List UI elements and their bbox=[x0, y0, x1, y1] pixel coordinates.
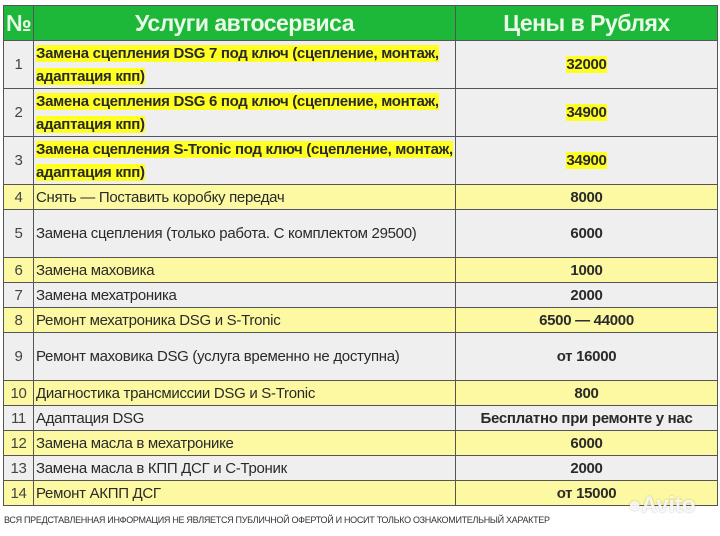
price-text: 2000 bbox=[570, 459, 603, 477]
row-price: 800 bbox=[455, 380, 718, 406]
row-number: 6 bbox=[3, 257, 34, 283]
row-service: Замена сцепления S-Tronic под ключ (сцеп… bbox=[33, 136, 456, 185]
row-service: Ремонт мехатроника DSG и S-Tronic bbox=[33, 307, 456, 333]
price-text: 2000 bbox=[570, 286, 603, 304]
price-text: 32000 bbox=[566, 56, 607, 73]
row-price: 34900 bbox=[455, 136, 718, 185]
row-price: 6500 — 44000 bbox=[455, 307, 718, 333]
table-row: 4 Снять — Поставить коробку передач 8000 bbox=[3, 184, 718, 210]
row-service: Снять — Поставить коробку передач bbox=[33, 184, 456, 210]
service-text: Замена сцепления S-Tronic под ключ (сцеп… bbox=[36, 140, 453, 181]
price-text: 8000 bbox=[570, 188, 603, 206]
row-number: 10 bbox=[3, 380, 34, 406]
header-num: № bbox=[3, 5, 34, 41]
table-row: 8 Ремонт мехатроника DSG и S-Tronic 6500 —… bbox=[3, 307, 718, 333]
row-number: 3 bbox=[3, 136, 34, 185]
row-number: 9 bbox=[3, 332, 34, 381]
price-text: Бесплатно при ремонте у нас bbox=[480, 409, 693, 427]
table-header: № Услуги автосервиса Цены в Рублях bbox=[3, 5, 718, 41]
price-text: 6000 bbox=[570, 225, 603, 242]
service-text: Замена сцепления (только работа. С компл… bbox=[36, 225, 417, 242]
row-number: 1 bbox=[3, 40, 34, 89]
service-text: Замена сцепления DSG 7 под ключ (сцеплен… bbox=[36, 44, 439, 85]
row-price: 6000 bbox=[455, 209, 718, 258]
table-row: 14 Ремонт АКПП ДСГ от 15000 bbox=[3, 480, 718, 506]
service-text: Диагностика трансмиссии DSG и S-Tronic bbox=[36, 384, 316, 402]
row-price: 1000 bbox=[455, 257, 718, 283]
service-text: Замена масла в мехатронике bbox=[36, 434, 234, 452]
table-row: 5 Замена сцепления (только работа. С комп… bbox=[3, 209, 718, 258]
row-number: 13 bbox=[3, 455, 34, 481]
row-number: 14 bbox=[3, 480, 34, 506]
price-text: 6500 — 44000 bbox=[539, 311, 634, 329]
table-row: 9 Ремонт маховика DSG (услуга временно не… bbox=[3, 332, 718, 381]
row-price: Бесплатно при ремонте у нас bbox=[455, 405, 718, 431]
row-service: Диагностика трансмиссии DSG и S-Tronic bbox=[33, 380, 456, 406]
service-text: Ремонт АКПП ДСГ bbox=[36, 484, 161, 502]
table-row: 7 Замена мехатроника 2000 bbox=[3, 282, 718, 308]
price-table: № Услуги автосервиса Цены в Рублях 1 Заме… bbox=[3, 5, 718, 506]
service-text: Снять — Поставить коробку передач bbox=[36, 188, 285, 206]
service-text: Ремонт маховика DSG (услуга временно не … bbox=[36, 348, 400, 365]
row-number: 12 bbox=[3, 430, 34, 456]
service-text: Замена мехатроника bbox=[36, 286, 177, 304]
price-text: 34900 bbox=[566, 152, 607, 169]
table-row: 2 Замена сцепления DSG 6 под ключ (сцепле… bbox=[3, 88, 718, 137]
price-text: 1000 bbox=[570, 261, 603, 279]
table-row: 6 Замена маховика 1000 bbox=[3, 257, 718, 283]
row-number: 2 bbox=[3, 88, 34, 137]
row-price: от 16000 bbox=[455, 332, 718, 381]
row-price: 8000 bbox=[455, 184, 718, 210]
row-service: Ремонт АКПП ДСГ bbox=[33, 480, 456, 506]
price-text: 800 bbox=[574, 384, 599, 402]
row-service: Замена масла в мехатронике bbox=[33, 430, 456, 456]
table-row: 1 Замена сцепления DSG 7 под ключ (сцепле… bbox=[3, 40, 718, 89]
row-number: 5 bbox=[3, 209, 34, 258]
avito-watermark: ●Avito bbox=[628, 492, 696, 517]
row-number: 8 bbox=[3, 307, 34, 333]
row-service: Замена масла в КПП ДСГ и С-Троник bbox=[33, 455, 456, 481]
table-row: 10 Диагностика трансмиссии DSG и S-Tronic… bbox=[3, 380, 718, 406]
service-text: Замена маховика bbox=[36, 261, 155, 279]
price-text: от 16000 bbox=[556, 348, 617, 365]
row-service: Адаптация DSG bbox=[33, 405, 456, 431]
row-price: 32000 bbox=[455, 40, 718, 89]
price-text: 34900 bbox=[566, 104, 607, 121]
row-price: 34900 bbox=[455, 88, 718, 137]
row-number: 7 bbox=[3, 282, 34, 308]
row-service: Замена сцепления DSG 6 под ключ (сцеплен… bbox=[33, 88, 456, 137]
price-text: от 15000 bbox=[556, 484, 617, 502]
service-text: Адаптация DSG bbox=[36, 409, 145, 427]
row-number: 4 bbox=[3, 184, 34, 210]
row-service: Замена сцепления DSG 7 под ключ (сцеплен… bbox=[33, 40, 456, 89]
service-text: Замена масла в КПП ДСГ и С-Троник bbox=[36, 459, 287, 477]
row-service: Ремонт маховика DSG (услуга временно не … bbox=[33, 332, 456, 381]
table-row: 12 Замена масла в мехатронике 6000 bbox=[3, 430, 718, 456]
row-service: Замена мехатроника bbox=[33, 282, 456, 308]
header-service: Услуги автосервиса bbox=[33, 5, 456, 41]
row-price: 2000 bbox=[455, 455, 718, 481]
disclaimer: ВСЯ ПРЕДСТАВЛЕННАЯ ИНФОРМАЦИЯ НЕ ЯВЛЯЕТС… bbox=[4, 515, 550, 525]
row-service: Замена маховика bbox=[33, 257, 456, 283]
table-row: 11 Адаптация DSG Бесплатно при ремонте у н… bbox=[3, 405, 718, 431]
price-text: 6000 bbox=[570, 434, 603, 452]
row-number: 11 bbox=[3, 405, 34, 431]
service-text: Замена сцепления DSG 6 под ключ (сцеплен… bbox=[36, 92, 439, 133]
row-price: 6000 bbox=[455, 430, 718, 456]
header-price: Цены в Рублях bbox=[455, 5, 718, 41]
row-price: 2000 bbox=[455, 282, 718, 308]
row-service: Замена сцепления (только работа. С компл… bbox=[33, 209, 456, 258]
table-row: 3 Замена сцепления S-Tronic под ключ (сце… bbox=[3, 136, 718, 185]
service-text: Ремонт мехатроника DSG и S-Tronic bbox=[36, 311, 281, 329]
table-row: 13 Замена масла в КПП ДСГ и С-Троник 2000 bbox=[3, 455, 718, 481]
row-price: от 15000 bbox=[455, 480, 718, 506]
